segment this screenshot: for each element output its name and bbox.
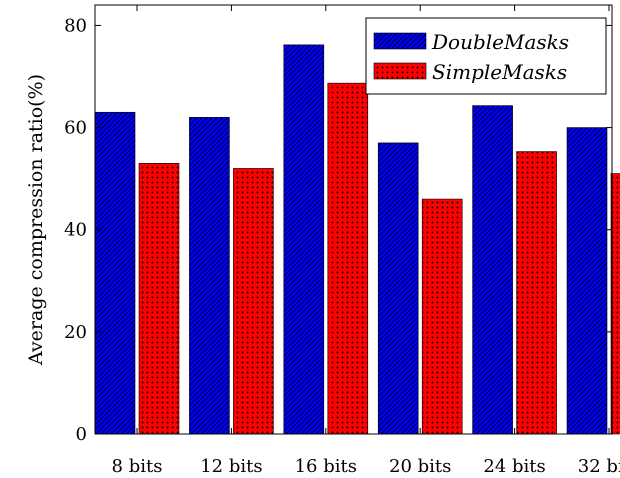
bar-simplemasks-16-bits — [327, 82, 369, 435]
bars-group — [94, 44, 620, 435]
bar-doublemasks-8-bits — [94, 111, 136, 435]
x-tick-label-20-bits: 20 bits — [389, 456, 451, 477]
y-tick-label-20: 20 — [64, 322, 87, 343]
x-tick-label-32-bits: 32 bits — [578, 456, 620, 477]
y-tick-label-40: 40 — [64, 220, 87, 241]
bar-doublemasks-20-bits — [377, 142, 419, 435]
legend-swatch-simplemasks — [373, 62, 427, 80]
legend-label-doublemasks: DoubleMasks — [431, 30, 569, 54]
y-axis-label: Average compression ratio(%) — [25, 74, 47, 366]
y-ticks-group: 0 20 40 60 80 — [64, 15, 612, 445]
bar-doublemasks-16-bits — [283, 44, 325, 435]
bar-simplemasks-24-bits — [516, 151, 557, 435]
bar-doublemasks-12-bits — [189, 117, 230, 435]
x-tick-label-16-bits: 16 bits — [295, 456, 357, 477]
legend-box — [365, 17, 607, 95]
bar-simplemasks-32-bits — [610, 173, 620, 435]
x-ticks-group: 8 bits 12 bits 16 bits 20 bits 24 bits 32 bit… — [112, 5, 620, 477]
bar-doublemasks-32-bits — [566, 127, 608, 435]
x-tick-label-24-bits: 24 bits — [483, 456, 545, 477]
bar-simplemasks-8-bits — [138, 163, 180, 435]
legend: DoubleMasks SimpleMasks — [365, 17, 607, 95]
y-tick-label-60: 60 — [64, 118, 87, 139]
x-tick-label-8-bits: 8 bits — [112, 456, 163, 477]
bar-simplemasks-12-bits — [233, 168, 274, 435]
legend-swatch-doublemasks — [373, 32, 427, 50]
y-tick-label-80: 80 — [64, 15, 87, 36]
bar-doublemasks-24-bits — [472, 105, 513, 435]
plot-frame — [94, 4, 613, 435]
y-tick-label-0: 0 — [76, 424, 87, 445]
legend-label-simplemasks: SimpleMasks — [432, 60, 567, 84]
bar-simplemasks-20-bits — [421, 198, 463, 435]
x-tick-label-12-bits: 12 bits — [200, 456, 262, 477]
